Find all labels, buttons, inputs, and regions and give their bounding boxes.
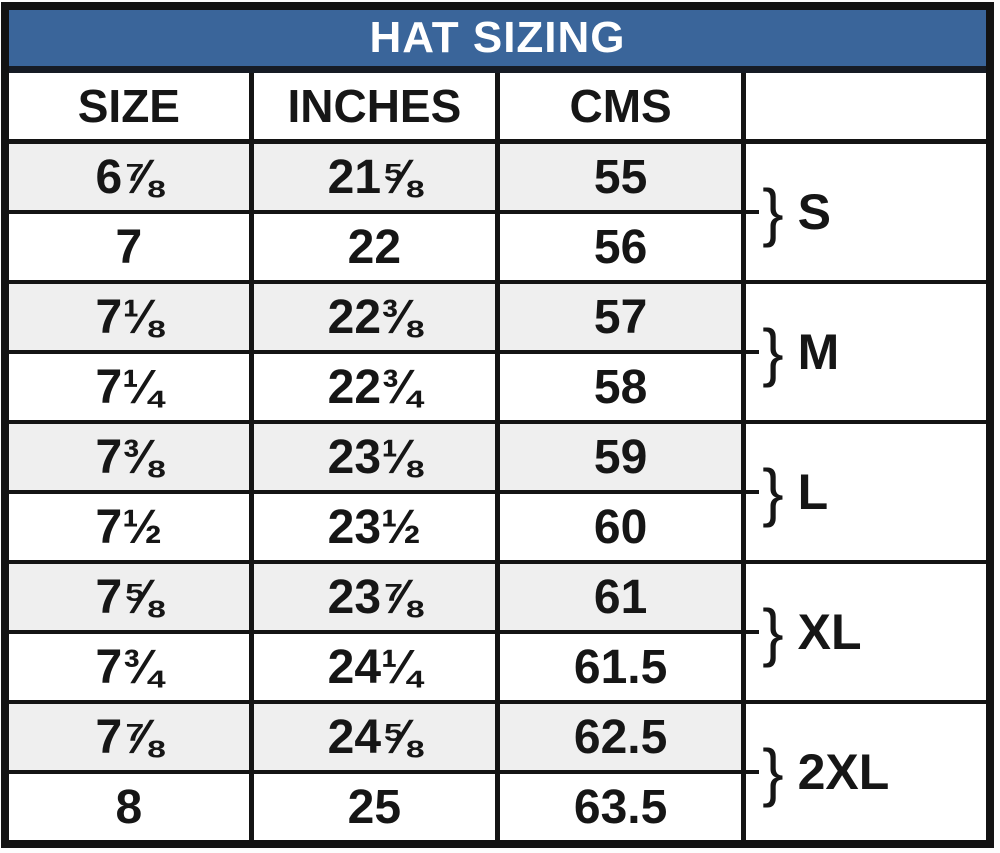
size-cell: 7¼ [2,350,254,424]
group-label: S [797,184,831,240]
inches-cell: 24⅝ [248,700,501,774]
size-cell: 7⅜ [2,420,254,494]
table-title: HAT SIZING [2,3,993,73]
col-header-inches: INCHES [248,67,501,144]
group-brace: } [762,176,784,248]
cms-cell: 55 [494,139,747,214]
header-row: SIZE INCHES CMS [2,67,993,144]
cms-cell: 61.5 [494,630,747,704]
inches-cell: 22⅜ [248,280,501,354]
cms-cell: 60 [494,490,747,564]
size-cell: 8 [2,770,254,846]
group-cell-s: } S [741,139,993,284]
group-label: XL [797,604,862,660]
col-header-size: SIZE [2,67,254,144]
group-brace: } [762,456,784,528]
inches-cell: 22¾ [248,350,501,424]
group-label: 2XL [797,744,890,800]
group-label: M [797,324,840,380]
group-cell-xl: } XL [741,560,993,704]
inches-cell: 21⅝ [248,139,501,214]
size-cell: 7½ [2,490,254,564]
table-row: 8 25 63.5 [2,770,990,846]
size-cell: 6⅞ [2,139,254,214]
group-brace: } [762,316,784,388]
group-cell-l: } L [741,420,993,564]
cms-cell: 63.5 [494,770,747,846]
col-header-cms: CMS [494,67,747,144]
inches-cell: 23⅛ [248,420,501,494]
inches-cell: 25 [248,770,501,846]
cms-cell: 56 [494,210,747,284]
table-row: 7½ 23½ 60 [2,490,990,564]
cms-cell: 61 [494,560,747,634]
inches-cell: 22 [248,210,501,284]
inches-cell: 23½ [248,490,501,564]
table-row: 6⅞ 21⅝ 55 } S [2,139,993,284]
title-row: HAT SIZING [2,3,993,73]
table-row: 7¼ 22¾ 58 [2,350,990,424]
size-cell: 7⅞ [2,700,254,774]
table-row: 7¾ 24¼ 61.5 [2,630,990,704]
table-row: 7⅛ 22⅜ 57 } M [2,280,993,424]
group-cell-m: } M [741,280,993,424]
inches-cell: 24¼ [248,630,501,704]
group-brace: } [762,596,784,668]
size-cell: 7⅛ [2,280,254,354]
table-row: 7 22 56 [2,210,990,284]
size-cell: 7 [2,210,254,284]
size-cell: 7⅝ [2,560,254,634]
cms-cell: 62.5 [494,700,747,774]
size-cell: 7¾ [2,630,254,704]
group-brace: } [762,736,784,808]
table-row: 7⅜ 23⅛ 59 } L [2,420,993,564]
table-row: 7⅝ 23⅞ 61 } XL [2,560,993,704]
col-header-group [741,67,993,144]
cms-cell: 59 [494,420,747,494]
group-label: L [797,464,829,520]
inches-cell: 23⅞ [248,560,501,634]
table-row: 7⅞ 24⅝ 62.5 } 2XL [2,700,993,846]
cms-cell: 58 [494,350,747,424]
cms-cell: 57 [494,280,747,354]
group-cell-2xl: } 2XL [741,700,993,846]
